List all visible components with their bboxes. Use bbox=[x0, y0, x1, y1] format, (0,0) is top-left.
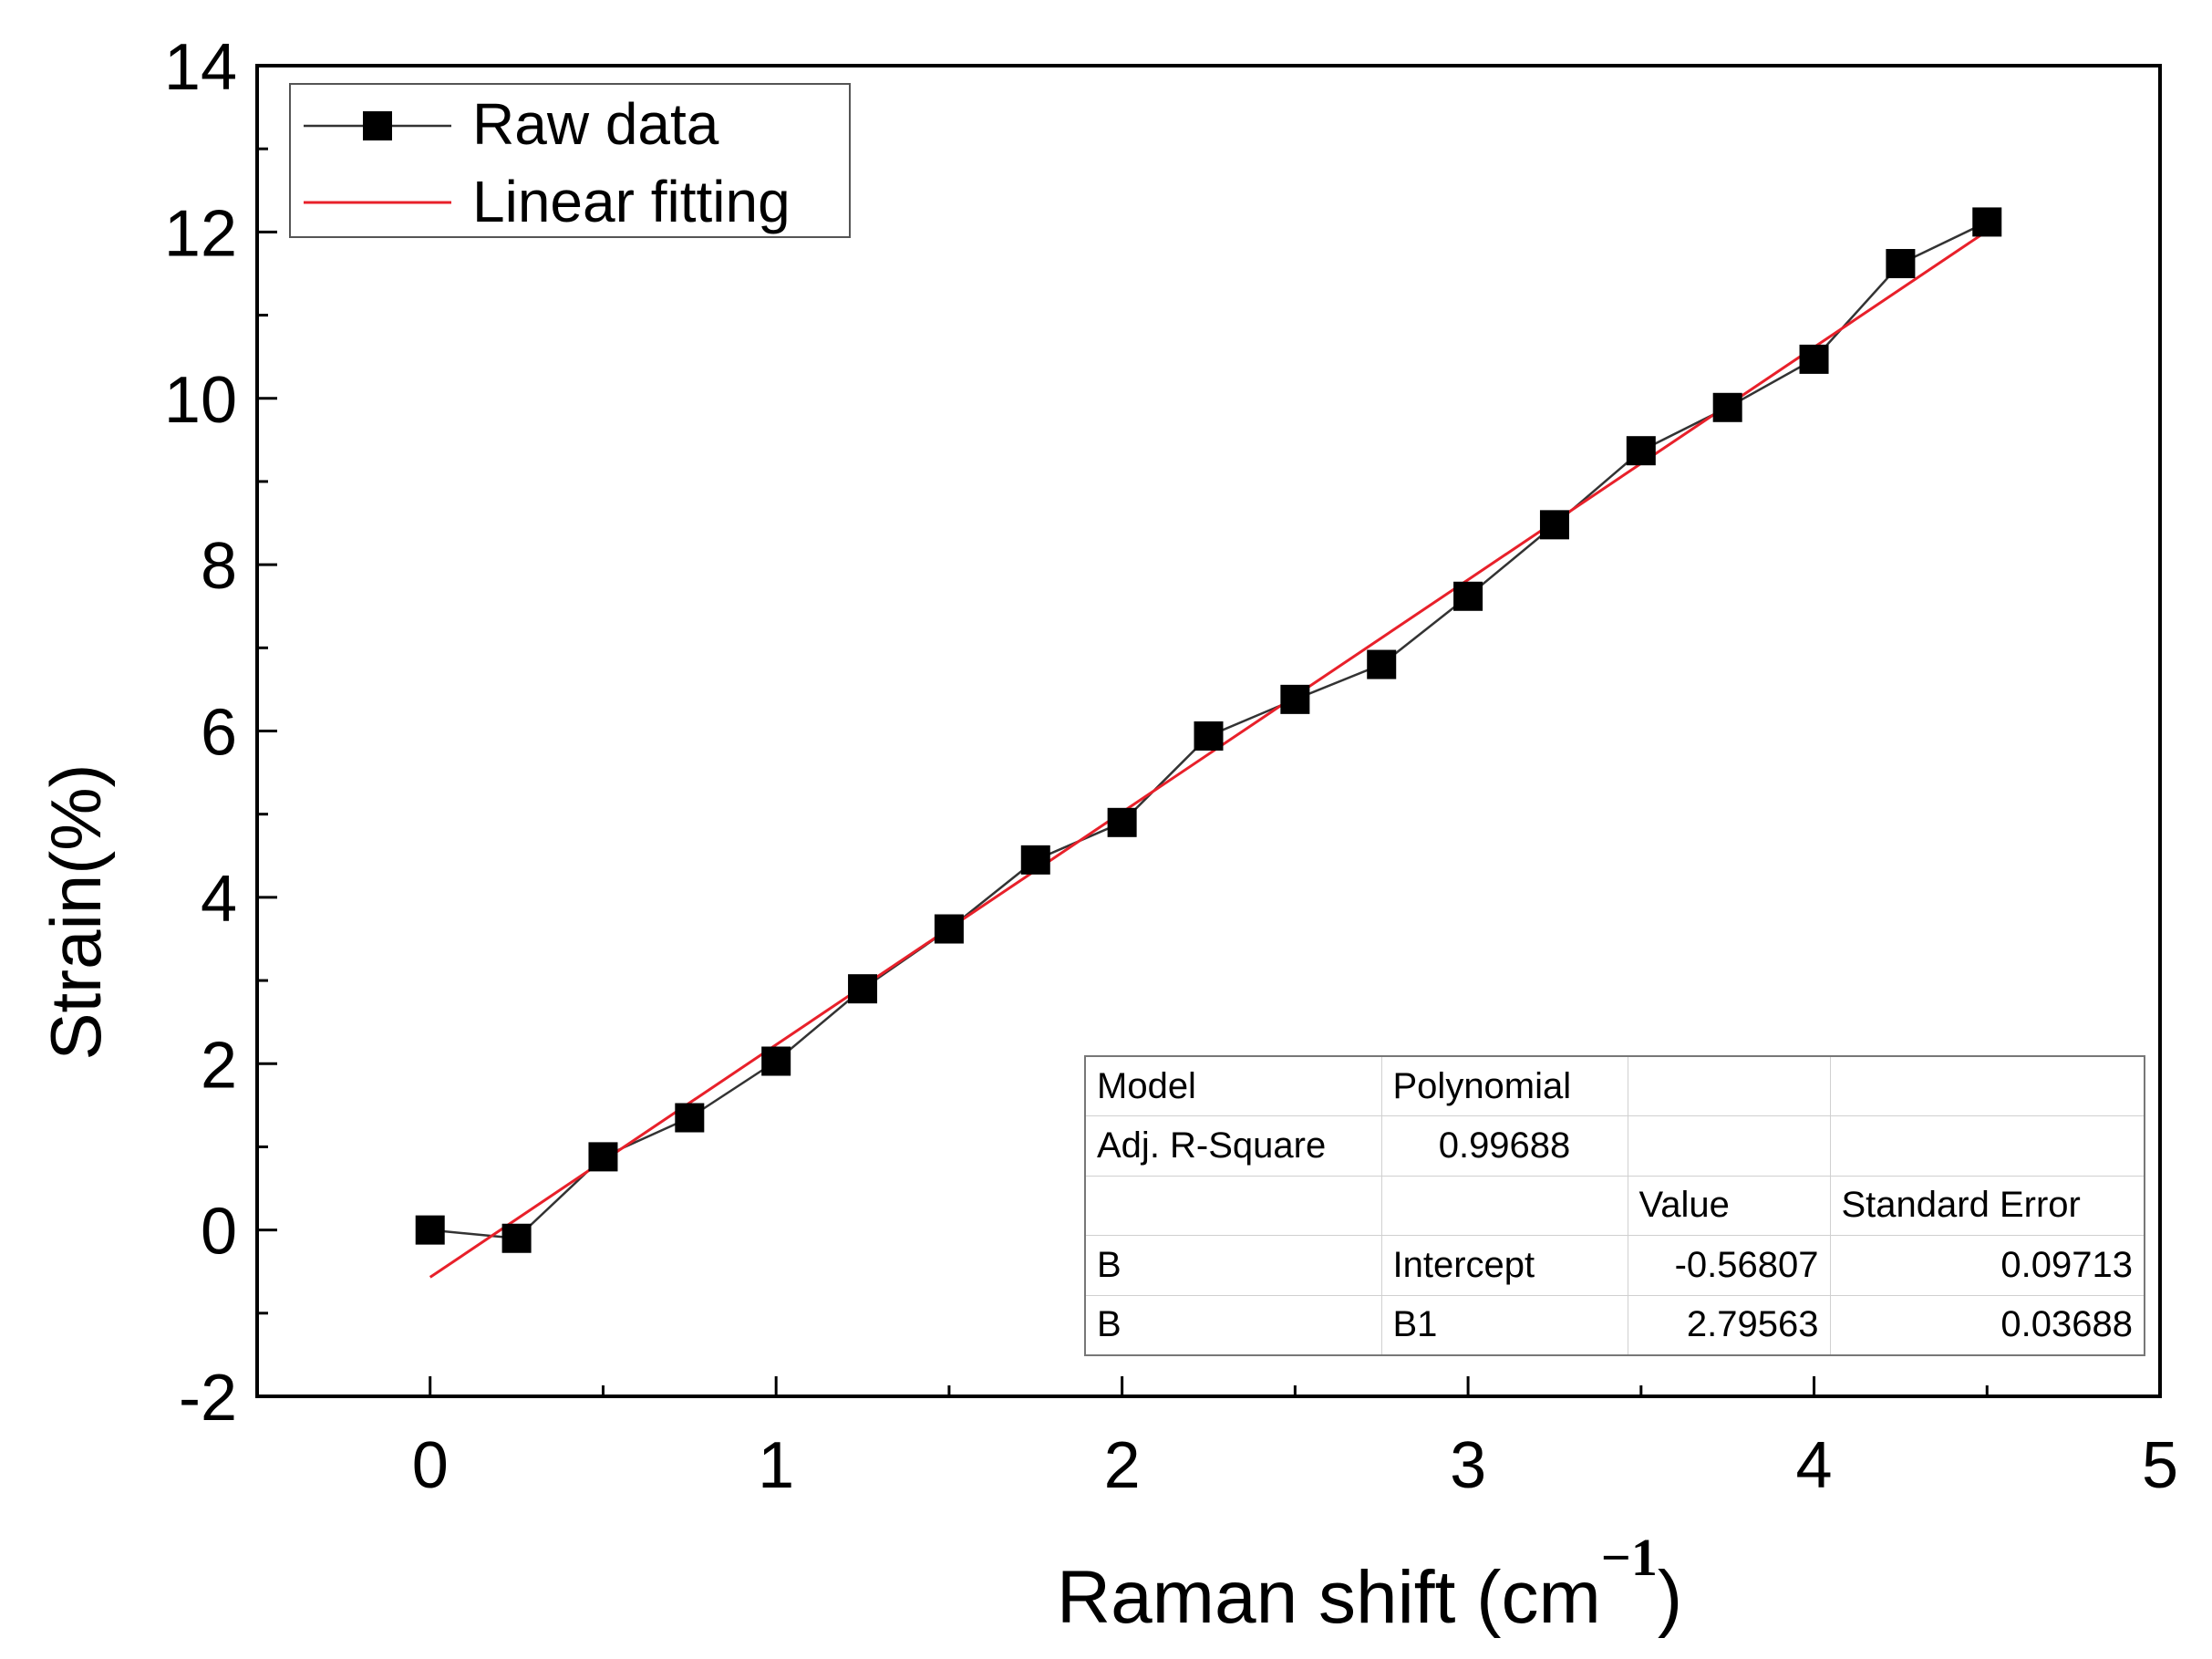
raw-data-point bbox=[1886, 249, 1916, 279]
table-cell bbox=[1829, 1055, 2145, 1117]
x-tick-label: 4 bbox=[1796, 1429, 1833, 1502]
legend: Raw data Linear fitting bbox=[289, 83, 851, 238]
x-tick-label: 5 bbox=[2142, 1429, 2178, 1502]
y-tick-label: 12 bbox=[164, 197, 237, 270]
raw-data-point bbox=[1107, 807, 1137, 837]
table-cell bbox=[1380, 1175, 1628, 1237]
raw-data-point bbox=[675, 1103, 705, 1133]
y-tick-label: -2 bbox=[179, 1362, 237, 1435]
table-cell: Adj. R-Square bbox=[1084, 1115, 1382, 1177]
raw-data-point bbox=[1367, 649, 1397, 679]
fit-results-table: Model Polynomial Adj. R-Square 0.99688 V… bbox=[1084, 1055, 2145, 1356]
table-cell: Model bbox=[1084, 1055, 1382, 1117]
y-tick-labels: -2 0 2 4 6 8 10 12 14 bbox=[164, 31, 237, 1435]
table-cell: B bbox=[1084, 1235, 1382, 1296]
x-axis-title-superscript: −1 bbox=[1601, 1528, 1658, 1587]
y-tick-label: 8 bbox=[201, 530, 237, 603]
legend-label-raw-data: Raw data bbox=[472, 91, 719, 157]
table-cell: 0.03688 bbox=[1829, 1294, 2145, 1356]
table-cell bbox=[1084, 1175, 1382, 1237]
x-tick-label: 1 bbox=[758, 1429, 794, 1502]
x-axis-title: Raman shift (cm−1) bbox=[1057, 1528, 1682, 1639]
x-tick-label: 2 bbox=[1104, 1429, 1141, 1502]
table-row: B B1 2.79563 0.03688 bbox=[1084, 1294, 2145, 1356]
legend-raw-marker bbox=[363, 111, 392, 140]
raw-data-point bbox=[1194, 721, 1224, 751]
table-cell: 2.79563 bbox=[1627, 1294, 1831, 1356]
x-tick-labels: 0 1 2 3 4 5 bbox=[412, 1429, 2178, 1502]
x-axis-title-main: Raman shift (cm bbox=[1057, 1556, 1601, 1639]
y-axis-title: Strain(%) bbox=[36, 763, 116, 1060]
raw-data-point bbox=[1972, 207, 2002, 237]
table-row: B Intercept -0.56807 0.09713 bbox=[1084, 1235, 2145, 1296]
raw-data-point bbox=[1453, 581, 1483, 611]
legend-box bbox=[289, 83, 851, 238]
table-row: Model Polynomial bbox=[1084, 1055, 2145, 1117]
raw-data-point bbox=[1020, 845, 1050, 875]
y-tick-label: 4 bbox=[201, 863, 237, 936]
x-axis-title-close: ) bbox=[1658, 1556, 1682, 1639]
y-tick-label: 14 bbox=[164, 31, 237, 104]
raw-data-point bbox=[1280, 684, 1310, 714]
y-tick-label: 10 bbox=[164, 364, 237, 437]
raw-data-point bbox=[415, 1215, 445, 1245]
table-cell bbox=[1627, 1055, 1831, 1117]
raw-data-point bbox=[934, 914, 964, 944]
legend-label-linear-fitting: Linear fitting bbox=[472, 169, 791, 234]
x-tick-label: 3 bbox=[1450, 1429, 1486, 1502]
raw-data-point bbox=[848, 974, 878, 1004]
table-cell: 0.99688 bbox=[1380, 1115, 1628, 1177]
raw-data-point bbox=[1712, 392, 1742, 422]
y-tick-label: 2 bbox=[201, 1029, 237, 1102]
y-tick-label: 6 bbox=[201, 697, 237, 770]
table-row: Adj. R-Square 0.99688 bbox=[1084, 1115, 2145, 1177]
table-cell: Value bbox=[1627, 1175, 1831, 1237]
axis-ticks bbox=[255, 64, 2162, 1398]
x-tick-label: 0 bbox=[412, 1429, 449, 1502]
table-cell: B1 bbox=[1380, 1294, 1628, 1356]
series-layer bbox=[415, 207, 2002, 1279]
table-cell: Intercept bbox=[1380, 1235, 1628, 1296]
table-cell: Standard Error bbox=[1829, 1175, 2145, 1237]
raw-data-point bbox=[761, 1046, 791, 1076]
table-cell: 0.09713 bbox=[1829, 1235, 2145, 1296]
table-cell bbox=[1627, 1115, 1831, 1177]
table-row: Value Standard Error bbox=[1084, 1175, 2145, 1237]
raw-data-point bbox=[1539, 510, 1569, 540]
table-cell: -0.56807 bbox=[1627, 1235, 1831, 1296]
raw-data-point bbox=[1626, 436, 1656, 466]
raw-data-point bbox=[1799, 344, 1829, 374]
table-cell: B bbox=[1084, 1294, 1382, 1356]
table-cell: Polynomial bbox=[1380, 1055, 1628, 1117]
raw-data-point bbox=[588, 1142, 618, 1172]
y-tick-label: 0 bbox=[201, 1196, 237, 1269]
table-cell bbox=[1829, 1115, 2145, 1177]
raw-data-point bbox=[501, 1223, 532, 1253]
